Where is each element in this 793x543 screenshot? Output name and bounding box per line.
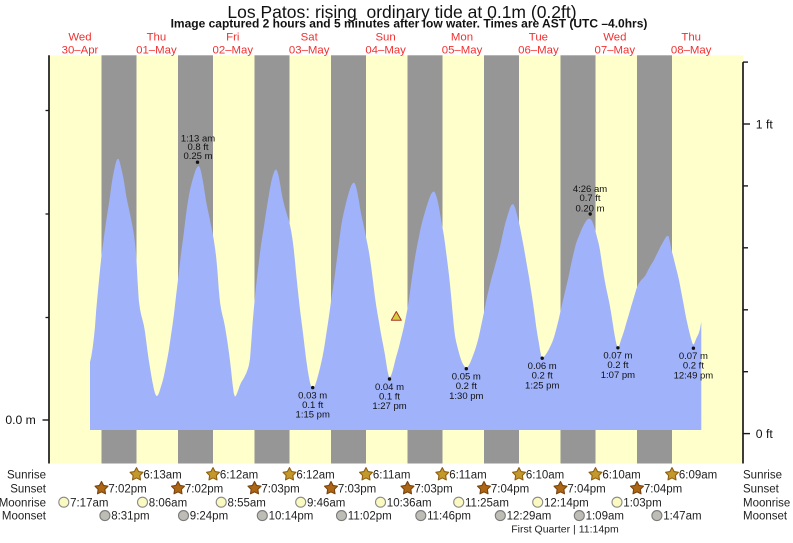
svg-text:12:14pm: 12:14pm bbox=[544, 497, 589, 509]
svg-text:1:15 pm: 1:15 pm bbox=[296, 410, 330, 421]
svg-text:9:46am: 9:46am bbox=[307, 497, 345, 509]
svg-text:Moonset: Moonset bbox=[2, 511, 47, 523]
svg-text:6:10am: 6:10am bbox=[526, 470, 564, 482]
svg-text:0.05 m: 0.05 m bbox=[452, 372, 481, 383]
svg-text:0.2 ft: 0.2 ft bbox=[683, 361, 704, 372]
svg-text:1:03pm: 1:03pm bbox=[623, 497, 661, 509]
svg-text:6:13am: 6:13am bbox=[143, 470, 181, 482]
svg-text:Los Patos: rising ordinary ti: Los Patos: rising ordinary tide at 0.1m … bbox=[227, 2, 576, 22]
svg-text:7:03pm: 7:03pm bbox=[338, 483, 376, 495]
svg-text:11:25am: 11:25am bbox=[465, 497, 509, 509]
svg-text:8:55am: 8:55am bbox=[228, 497, 266, 509]
svg-text:0.2 ft: 0.2 ft bbox=[456, 381, 477, 392]
svg-text:03–May: 03–May bbox=[289, 45, 330, 57]
svg-text:1:30 pm: 1:30 pm bbox=[449, 391, 483, 402]
svg-text:11:02pm: 11:02pm bbox=[348, 511, 392, 523]
svg-text:0.06 m: 0.06 m bbox=[528, 361, 557, 372]
svg-text:9:24pm: 9:24pm bbox=[190, 511, 228, 523]
svg-text:6:12am: 6:12am bbox=[220, 470, 258, 482]
svg-text:0.04 m: 0.04 m bbox=[375, 382, 404, 393]
svg-text:04–May: 04–May bbox=[365, 45, 406, 57]
svg-text:Thu: Thu bbox=[147, 31, 167, 43]
svg-text:08–May: 08–May bbox=[671, 45, 712, 57]
svg-text:1:09am: 1:09am bbox=[586, 511, 624, 523]
svg-text:10:14pm: 10:14pm bbox=[269, 511, 314, 523]
svg-text:7:04pm: 7:04pm bbox=[491, 483, 529, 495]
svg-text:7:17am: 7:17am bbox=[70, 497, 108, 509]
svg-text:Image captured 2 hours and 5 m: Image captured 2 hours and 5 minutes aft… bbox=[171, 16, 648, 30]
svg-text:1:47am: 1:47am bbox=[663, 511, 701, 523]
svg-text:1:27 pm: 1:27 pm bbox=[372, 401, 406, 412]
svg-text:Thu: Thu bbox=[681, 31, 701, 43]
svg-text:01–May: 01–May bbox=[136, 45, 177, 57]
svg-text:6:11am: 6:11am bbox=[449, 470, 487, 482]
svg-text:Moonrise: Moonrise bbox=[743, 497, 790, 509]
svg-text:07–May: 07–May bbox=[595, 45, 636, 57]
svg-text:7:02pm: 7:02pm bbox=[108, 483, 146, 495]
svg-text:30–Apr: 30–Apr bbox=[62, 45, 99, 57]
svg-text:Fri: Fri bbox=[226, 31, 239, 43]
svg-text:Sunset: Sunset bbox=[743, 483, 780, 495]
svg-text:0.25 m: 0.25 m bbox=[183, 151, 212, 162]
svg-text:0.0 m: 0.0 m bbox=[5, 413, 35, 427]
svg-text:Sunset: Sunset bbox=[10, 483, 47, 495]
svg-text:10:36am: 10:36am bbox=[387, 497, 432, 509]
svg-text:Sun: Sun bbox=[375, 31, 395, 43]
svg-text:Sat: Sat bbox=[301, 31, 319, 43]
svg-text:1 ft: 1 ft bbox=[756, 117, 774, 131]
svg-text:6:09am: 6:09am bbox=[679, 470, 717, 482]
svg-text:8:06am: 8:06am bbox=[149, 497, 187, 509]
svg-text:12:49 pm: 12:49 pm bbox=[674, 370, 714, 381]
svg-text:Wed: Wed bbox=[603, 31, 626, 43]
svg-text:8:31pm: 8:31pm bbox=[111, 511, 149, 523]
svg-text:4:26 am: 4:26 am bbox=[573, 184, 607, 195]
svg-text:7:03pm: 7:03pm bbox=[261, 483, 299, 495]
svg-text:05–May: 05–May bbox=[442, 45, 483, 57]
svg-text:First Quarter | 11:14pm: First Quarter | 11:14pm bbox=[511, 523, 619, 535]
svg-text:0.20 m: 0.20 m bbox=[575, 204, 604, 215]
svg-text:0.1 ft: 0.1 ft bbox=[302, 400, 323, 411]
svg-text:Mon: Mon bbox=[451, 31, 473, 43]
svg-text:1:13 am: 1:13 am bbox=[181, 133, 215, 144]
svg-text:Sunrise: Sunrise bbox=[7, 470, 46, 482]
svg-text:Moonset: Moonset bbox=[743, 511, 788, 523]
svg-text:12:29am: 12:29am bbox=[507, 511, 552, 523]
svg-text:Tue: Tue bbox=[529, 31, 548, 43]
svg-text:7:03pm: 7:03pm bbox=[414, 483, 452, 495]
svg-text:02–May: 02–May bbox=[213, 45, 254, 57]
svg-text:0.07 m: 0.07 m bbox=[679, 351, 708, 362]
svg-text:Moonrise: Moonrise bbox=[0, 497, 46, 509]
svg-text:6:11am: 6:11am bbox=[373, 470, 411, 482]
svg-text:7:04pm: 7:04pm bbox=[644, 483, 682, 495]
svg-text:Wed: Wed bbox=[68, 31, 91, 43]
svg-text:1:07 pm: 1:07 pm bbox=[601, 370, 635, 381]
svg-text:0.1 ft: 0.1 ft bbox=[379, 391, 400, 402]
svg-text:0.03 m: 0.03 m bbox=[298, 390, 327, 401]
svg-text:6:12am: 6:12am bbox=[296, 470, 334, 482]
svg-text:0.07 m: 0.07 m bbox=[603, 351, 632, 362]
svg-text:06–May: 06–May bbox=[518, 45, 559, 57]
svg-text:7:04pm: 7:04pm bbox=[567, 483, 605, 495]
svg-text:0.7 ft: 0.7 ft bbox=[579, 193, 600, 204]
svg-text:1:25 pm: 1:25 pm bbox=[525, 380, 559, 391]
svg-text:Sunrise: Sunrise bbox=[743, 470, 782, 482]
svg-text:0.2 ft: 0.2 ft bbox=[607, 360, 628, 371]
svg-text:11:46pm: 11:46pm bbox=[427, 511, 471, 523]
svg-text:6:10am: 6:10am bbox=[602, 470, 640, 482]
svg-text:0.2 ft: 0.2 ft bbox=[532, 371, 553, 382]
svg-text:0.8 ft: 0.8 ft bbox=[187, 142, 208, 153]
svg-text:7:02pm: 7:02pm bbox=[185, 483, 223, 495]
svg-text:0 ft: 0 ft bbox=[756, 427, 774, 441]
